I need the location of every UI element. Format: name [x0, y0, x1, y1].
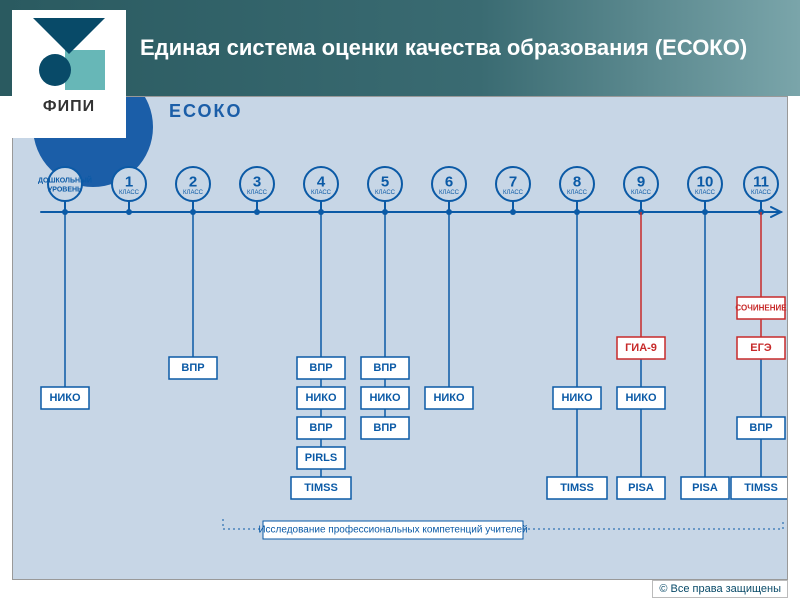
- grade-label-11: 11: [753, 174, 769, 191]
- grade-sub-6: КЛАСС: [439, 190, 460, 196]
- grade-label-4: 4: [317, 174, 326, 191]
- grade-sub-8: КЛАСС: [567, 190, 588, 196]
- grade-sub-3: КЛАСС: [247, 190, 268, 196]
- grade-dot: [126, 209, 132, 215]
- assessment-label: ВПР: [309, 422, 332, 434]
- grade-sub-5: КЛАСС: [375, 190, 396, 196]
- grade-label-pre: ДОШКОЛЬНЫЙ: [38, 176, 92, 185]
- assessment-label: PISA: [628, 482, 654, 494]
- grade-sub-1: КЛАСС: [119, 190, 140, 196]
- assessment-label: PIRLS: [305, 452, 337, 464]
- assessment-label: TIMSS: [744, 482, 778, 494]
- ecoco-label: ЕСОКО: [169, 101, 243, 122]
- diagram-svg: ДОШКОЛЬНЫЙУРОВЕНЬ1КЛАСС2КЛАСС3КЛАСС4КЛАС…: [13, 157, 787, 577]
- grade-label-2: 2: [189, 174, 197, 191]
- assessment-label: PISA: [692, 482, 718, 494]
- assessment-label: НИКО: [433, 392, 465, 404]
- grade-sub-11: КЛАСС: [751, 190, 772, 196]
- grade-label-10: 10: [697, 174, 714, 191]
- logo-box: ФИПИ: [12, 10, 126, 138]
- grade-label-6: 6: [445, 174, 453, 191]
- assessment-label: ВПР: [309, 362, 332, 374]
- assessment-label: НИКО: [561, 392, 593, 404]
- grade-sub-9: КЛАСС: [631, 190, 652, 196]
- assessment-label: ВПР: [373, 422, 396, 434]
- grade-label2-pre: УРОВЕНЬ: [48, 187, 82, 194]
- grade-sub-10: КЛАСС: [695, 190, 716, 196]
- assessment-label: ВПР: [373, 362, 396, 374]
- assessment-label: НИКО: [305, 392, 337, 404]
- page-title: Единая система оценки качества образован…: [140, 34, 747, 63]
- grade-label-8: 8: [573, 174, 581, 191]
- grade-sub-7: КЛАСС: [503, 190, 524, 196]
- logo-art: [33, 18, 105, 90]
- assessment-label: НИКО: [369, 392, 401, 404]
- grade-sub-4: КЛАСС: [311, 190, 332, 196]
- assessment-label: ЕГЭ: [750, 342, 772, 354]
- assessment-label: TIMSS: [560, 482, 594, 494]
- assessment-label: ГИА-9: [625, 342, 657, 354]
- assessment-label: TIMSS: [304, 482, 338, 494]
- copyright: © Все права защищены: [652, 580, 788, 598]
- logo-label: ФИПИ: [16, 98, 122, 116]
- grade-label-3: 3: [253, 174, 261, 191]
- grade-dot: [510, 209, 516, 215]
- grade-label-1: 1: [125, 174, 133, 191]
- assessment-label: НИКО: [49, 392, 81, 404]
- diagram-canvas: ☆ ☆ ☆ ЕСОКО ДОШКОЛЬНЫЙУРОВЕНЬ1КЛАСС2КЛАС…: [12, 96, 788, 580]
- grade-sub-2: КЛАСС: [183, 190, 204, 196]
- grade-label-7: 7: [509, 174, 517, 191]
- assessment-label: НИКО: [625, 392, 657, 404]
- assessment-label: ВПР: [749, 422, 772, 434]
- teacher-label: Исследование профессиональных компетенци…: [258, 524, 527, 536]
- grade-label-9: 9: [637, 174, 645, 191]
- grade-label-5: 5: [381, 174, 389, 191]
- grade-dot: [254, 209, 260, 215]
- assessment-label: СОЧИНЕНИЕ: [735, 304, 787, 313]
- assessment-label: ВПР: [181, 362, 204, 374]
